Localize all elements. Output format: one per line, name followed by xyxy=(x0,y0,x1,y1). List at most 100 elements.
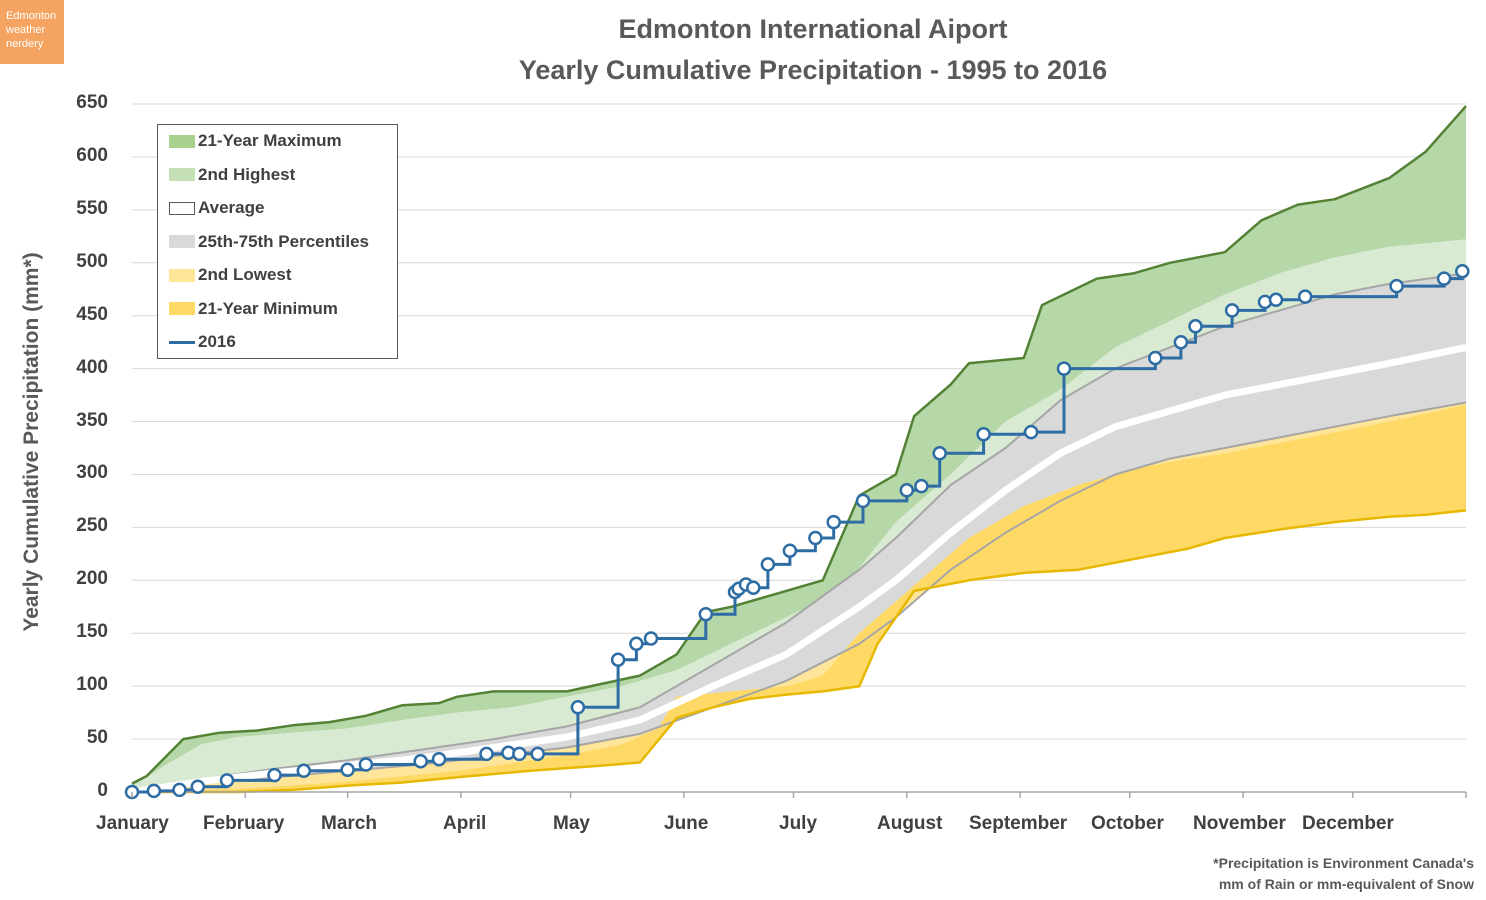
data-point-2016 xyxy=(914,478,929,494)
legend-swatch xyxy=(169,235,195,248)
legend-swatch xyxy=(169,302,195,315)
data-point-2016 xyxy=(1268,292,1284,308)
x-tick-label: March xyxy=(321,813,377,834)
x-tick-label: January xyxy=(96,813,169,834)
x-tick-label: December xyxy=(1302,813,1394,834)
data-point-2016 xyxy=(782,543,798,558)
data-point-2016 xyxy=(808,530,823,546)
data-point-2016 xyxy=(1224,303,1240,318)
brand-line: weather xyxy=(6,24,46,36)
x-tick-label: May xyxy=(553,813,590,834)
series-line-25th-percentile xyxy=(131,401,1467,793)
data-point-2016 xyxy=(976,426,991,442)
series-line-21yr-maximum xyxy=(131,105,1467,785)
band-21yr-maximum xyxy=(132,106,1466,787)
y-tick-label: 500 xyxy=(76,250,108,272)
data-point-2016 xyxy=(570,700,586,715)
band-21yr-minimum xyxy=(132,404,1466,792)
y-tick-label: 0 xyxy=(97,780,108,801)
x-tick-label: June xyxy=(664,813,709,834)
data-point-2016 xyxy=(610,652,626,667)
data-point-2016 xyxy=(530,746,545,762)
data-point-2016 xyxy=(296,763,312,779)
x-tick-label: October xyxy=(1091,813,1164,834)
legend-item: 25th-75th Percentiles xyxy=(169,231,369,253)
y-tick-label: 100 xyxy=(76,674,108,696)
legend-swatch xyxy=(169,340,195,344)
legend-label: 2nd Highest xyxy=(198,164,296,184)
legend-swatch xyxy=(169,268,195,282)
x-tick-label: September xyxy=(969,813,1068,834)
series-line-21yr-minimum xyxy=(132,509,1467,794)
data-point-2016 xyxy=(899,483,915,498)
series-line-average xyxy=(131,343,1467,796)
legend-label: 21-Year Maximum xyxy=(198,131,342,150)
y-tick-label: 50 xyxy=(86,727,108,749)
brand-line: Edmonton xyxy=(6,10,57,22)
legend-item: 21-Year Minimum xyxy=(169,298,338,320)
data-point-2016 xyxy=(643,631,659,646)
band-25th-75th xyxy=(132,273,1466,792)
legend-swatch xyxy=(169,201,195,215)
data-point-2016 xyxy=(219,773,235,788)
y-tick-label: 600 xyxy=(76,144,108,166)
footnote-line: mm of Rain or mm-equivalent of Snow xyxy=(1218,876,1474,892)
data-point-2016 xyxy=(855,493,871,509)
data-point-2016 xyxy=(1297,289,1313,304)
chart-title: Edmonton International Aiport xyxy=(618,14,1008,44)
data-point-2016 xyxy=(746,580,761,595)
brand-logo: Edmonton weather nerdery xyxy=(0,0,64,64)
legend-label: 2nd Lowest xyxy=(198,265,292,284)
data-point-2016 xyxy=(1023,424,1039,440)
data-point-2016 xyxy=(512,746,527,762)
y-tick-label: 350 xyxy=(76,409,108,431)
y-tick-label: 200 xyxy=(76,568,108,590)
data-point-2016 xyxy=(932,446,947,461)
y-tick-label: 650 xyxy=(76,92,108,113)
data-point-2016 xyxy=(267,767,282,783)
data-point-2016 xyxy=(1389,278,1404,294)
data-point-2016 xyxy=(1173,334,1189,350)
data-point-2016 xyxy=(629,636,644,652)
data-point-2016 xyxy=(190,779,206,794)
legend-label: 25th-75th Percentiles xyxy=(198,231,370,251)
footnote-line: *Precipitation is Environment Canada's xyxy=(1213,855,1474,871)
data-point-2016 xyxy=(826,514,841,530)
y-tick-label: 150 xyxy=(76,621,108,643)
y-tick-label: 250 xyxy=(76,515,108,537)
x-tick-label: November xyxy=(1193,813,1286,834)
data-point-2016 xyxy=(146,783,162,799)
series-line-75th-percentile xyxy=(131,272,1467,793)
x-tick-label: July xyxy=(779,813,818,834)
legend-item: Average xyxy=(169,197,264,219)
data-point-2016 xyxy=(1056,361,1072,376)
legend-label: Average xyxy=(198,198,265,217)
legend-item: 2016 xyxy=(169,331,236,353)
chart-legend: 21-Year Maximum 2nd Highest Average 25th-75… xyxy=(157,124,398,359)
brand-line: nerdery xyxy=(6,38,44,50)
x-tick-label: February xyxy=(203,813,285,834)
data-point-2016 xyxy=(1148,350,1163,366)
y-tick-label: 400 xyxy=(76,356,108,378)
y-tick-label: 300 xyxy=(76,462,108,484)
legend-swatch xyxy=(169,168,195,181)
data-point-2016 xyxy=(698,606,714,622)
data-point-2016 xyxy=(413,754,428,769)
y-axis-label: Yearly Cumulative Precipitation (mm*) xyxy=(20,252,43,632)
x-tick-label: August xyxy=(877,813,943,834)
legend-swatch xyxy=(169,134,195,148)
legend-item: 2nd Highest xyxy=(169,164,295,186)
footnote: *Precipitation is Environment Canada's m… xyxy=(1213,853,1474,895)
legend-item: 2nd Lowest xyxy=(169,264,292,286)
data-point-2016 xyxy=(172,782,187,798)
y-tick-label: 450 xyxy=(76,303,108,325)
legend-item: 21-Year Maximum xyxy=(169,130,342,152)
data-point-2016 xyxy=(1436,271,1452,286)
data-point-2016 xyxy=(479,746,494,762)
data-point-2016 xyxy=(358,757,374,772)
data-point-2016 xyxy=(1455,263,1470,279)
y-tick-label: 550 xyxy=(76,197,108,219)
chart-subtitle: Yearly Cumulative Precipitation - 1995 t… xyxy=(518,55,1108,85)
data-point-2016 xyxy=(340,762,355,778)
